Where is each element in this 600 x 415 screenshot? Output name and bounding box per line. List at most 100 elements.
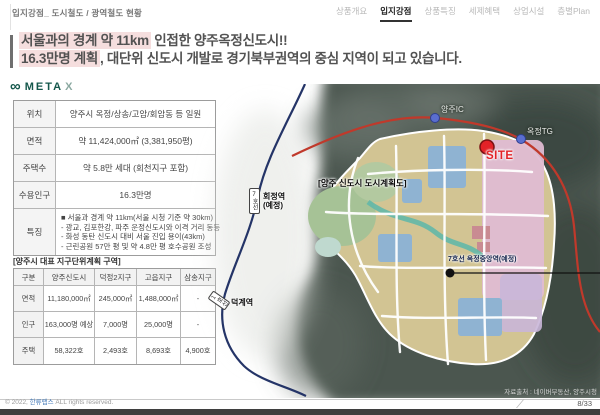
infinity-logo-icon: ∞ xyxy=(10,78,21,95)
info-value-area: 약 11,424,000㎡ (3,381,950평) xyxy=(78,136,193,146)
feature-line: - 광교, 김포한강, 파주 운정신도시와 이격 거리 동등 xyxy=(61,222,221,232)
district-plan-table: 구분 양주신도시 덕정2지구 고읍지구 삼송지구 면적 11,180,000㎡ … xyxy=(13,268,216,365)
cell: 25,000명 xyxy=(137,312,181,337)
railway-line xyxy=(221,84,307,397)
copyright-suffix: ALL rights reserved. xyxy=(53,399,114,406)
info-label-population: 수용인구 xyxy=(14,182,56,208)
footer-strip xyxy=(0,399,600,409)
col-header-samsong: 삼송지구 xyxy=(184,272,212,282)
deokgye-station-label: 덕계역 xyxy=(231,298,254,307)
district-table-title: [양주시 대표 지구단위계획 구역] xyxy=(13,257,121,266)
residential-zone-pink xyxy=(482,140,544,300)
station-status: (예정) xyxy=(263,201,284,210)
table-row: 인구 163,000명 예상 7,000명 25,000명 - xyxy=(14,312,215,338)
logo-suffix: X xyxy=(65,80,73,93)
cell: - xyxy=(196,320,200,329)
table-row: 주택 58,322호 2,493호 8,693호 4,900호 xyxy=(14,338,215,364)
headline-line2-highlight: 16.3만명 계획 xyxy=(19,50,101,67)
yangju-ic-dot xyxy=(430,113,440,123)
table-row: 면적 약 11,424,000㎡ (3,381,950평) xyxy=(14,128,215,155)
page-title: 서울과의 경계 약 11km 인접한 양주옥정신도시!! 16.3만명 계획, … xyxy=(19,32,579,68)
nav-item-product-features[interactable]: 상품특징 xyxy=(424,6,456,16)
info-value-population: 16.3만명 xyxy=(119,190,152,200)
info-label-area: 면적 xyxy=(14,128,56,154)
feature-line: ■ 서울과 경계 약 11km(서울 시청 기준 약 30km) xyxy=(61,213,214,222)
copyright-prefix: © 2022, xyxy=(5,399,30,406)
new-town-plan xyxy=(308,128,556,366)
feature-line: - 근린공원 57만 평 및 약 4.8만 평 호수공원 조성 xyxy=(61,241,212,251)
col-header-category: 구분 xyxy=(14,269,44,285)
top-nav: 상품개요 입지강점 상품특징 세제혜택 상업시설 층별Plan xyxy=(336,5,590,22)
info-value-location: 양주시 옥정/상송/고암/회암동 등 일원 xyxy=(69,109,202,119)
row-label-area: 면적 xyxy=(14,286,44,311)
cell: 8,693호 xyxy=(137,338,181,364)
table-row: 면적 11,180,000㎡ 245,000㎡ 1,488,000㎡ - xyxy=(14,286,215,312)
cell: 4,900호 xyxy=(185,346,211,355)
bottom-bar xyxy=(0,409,600,415)
nav-item-commercial[interactable]: 상업시설 xyxy=(513,6,545,16)
cell: 163,000명 예상 xyxy=(44,312,95,337)
breadcrumb: 입지강점_ 도시철도 / 광역철도 현황 xyxy=(12,8,143,18)
col-header-goeup: 고읍지구 xyxy=(137,269,181,285)
okjeong-tg-label: 옥정TG xyxy=(527,127,553,136)
line7-badge: 7호선 xyxy=(249,188,260,214)
central-station-dot xyxy=(445,268,455,278)
info-label-households: 주택수 xyxy=(14,155,56,181)
col-header-yangju: 양주신도시 xyxy=(44,269,95,285)
row-label-population: 인구 xyxy=(14,312,44,337)
headline-line2: 16.3만명 계획, 대단위 신도시 개발로 경기북부권역의 중심 지역이 되고… xyxy=(19,50,579,68)
lake-area xyxy=(315,237,341,257)
commercial-zone xyxy=(402,179,422,203)
feature-line: - 화성 동탄 신도시 대비 서울 진입 용이(43km) xyxy=(61,232,205,241)
info-label-location: 위치 xyxy=(14,101,56,127)
nav-item-product-overview[interactable]: 상품개요 xyxy=(335,6,368,16)
city-plan-map xyxy=(213,84,600,398)
headline-line2-highlight-a: 16.3만명 xyxy=(21,51,74,66)
center-zone xyxy=(472,226,490,239)
cell: 11,180,000㎡ xyxy=(44,286,95,311)
info-label-features: 특징 xyxy=(14,209,56,255)
road-network xyxy=(324,132,550,366)
col-header-deokjeong2: 덕정2지구 xyxy=(95,269,137,285)
headline-line1-highlight: 서울과의 경계 약 11km xyxy=(19,32,151,49)
logo-name: META xyxy=(24,80,64,93)
table-row: 위치 양주시 옥정/상송/고암/회암동 등 일원 xyxy=(14,101,215,128)
map-title: [양주 신도시 도시계획도] xyxy=(318,178,407,188)
nav-item-floor-plan[interactable]: 층별Plan xyxy=(557,6,590,16)
nav-item-location-strength[interactable]: 입지강점 xyxy=(380,5,412,22)
residential-zone-lavender xyxy=(500,274,542,332)
nav-item-tax-benefit[interactable]: 세제혜택 xyxy=(468,6,501,16)
cell: 245,000㎡ xyxy=(95,286,137,311)
cell: 2,493호 xyxy=(95,338,137,364)
okjeong-tg-dot xyxy=(516,134,526,144)
map-left-fade xyxy=(213,109,317,359)
headline-line1-rest: 인접한 양주옥정신도시!! xyxy=(150,33,288,48)
cell: 58,322호 xyxy=(44,338,95,364)
commercial-zone xyxy=(428,146,466,188)
park-area xyxy=(308,186,376,246)
headline-accent-bar xyxy=(10,35,13,68)
cell: 1,488,000㎡ xyxy=(137,286,181,311)
table-row: 수용인구 16.3만명 xyxy=(14,182,215,209)
table-row: 특징 ■ 서울과 경계 약 11km(서울 시청 기준 약 30km) - 광교… xyxy=(14,209,220,255)
site-label[interactable]: SITE xyxy=(486,150,514,162)
site-marker-dot xyxy=(479,139,495,155)
headline-line2-rest: , 대단위 신도시 개발로 경기북부권역의 중심 지역이 되고 있습니다. xyxy=(100,51,462,66)
left-guide-line xyxy=(10,4,11,30)
project-info-table: 위치 양주시 옥정/상송/고암/회암동 등 일원 면적 약 11,424,000… xyxy=(13,100,220,256)
hoejeong-station-label: 회정역 (예정) xyxy=(263,192,285,210)
commercial-zone xyxy=(378,234,412,262)
cell: - xyxy=(196,294,200,303)
info-value-households: 약 5.8만 세대 (회천지구 포함) xyxy=(82,163,189,173)
copyright-text: © 2022, 한류랩스 ALL rights reserved. xyxy=(5,396,113,406)
row-label-housing: 주택 xyxy=(14,338,44,364)
headline-line1: 서울과의 경계 약 11km 인접한 양주옥정신도시!! xyxy=(19,32,579,50)
page-number: 8/33 xyxy=(577,399,592,408)
info-value-features: ■ 서울과 경계 약 11km(서울 시청 기준 약 30km) - 광교, 김… xyxy=(56,209,225,255)
metax-logo: ∞ META X xyxy=(10,78,72,95)
map-source-note: 자료출처 : 네이버부동산, 양주시청 xyxy=(504,389,597,396)
okjeong-central-station-label: 7호선 옥정중앙역(예정) xyxy=(448,256,517,263)
table-row: 주택수 약 5.8만 세대 (회천지구 포함) xyxy=(14,155,215,182)
copyright-company[interactable]: 한류랩스 xyxy=(29,399,54,406)
